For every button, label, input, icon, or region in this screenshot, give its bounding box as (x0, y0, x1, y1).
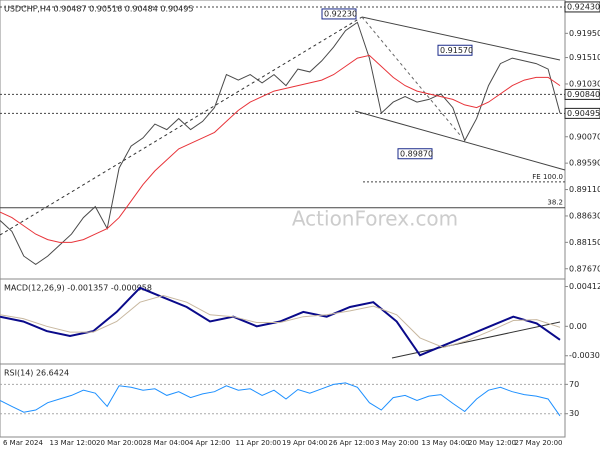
series-line (0, 54, 561, 243)
x-tick-label: 20 Mar 20:00 (96, 439, 143, 447)
x-tick-label: 28 Mar 04:00 (143, 439, 190, 447)
level-label: FE 100.0 (532, 173, 563, 181)
level-label: 0.92430 (567, 2, 600, 11)
level-label: 0.90840 (567, 90, 600, 99)
channel-line (354, 110, 566, 171)
y-tick-label: 0.89590 (569, 159, 600, 168)
frame (0, 0, 566, 438)
series-line (0, 21, 561, 266)
watermark: ActionForex.com (292, 207, 458, 231)
y-tick-label: 70 (569, 380, 579, 389)
series-line (0, 286, 561, 357)
y-tick-label: 0.89110 (569, 185, 600, 194)
annotation-label: 0.92230 (324, 9, 357, 18)
annotation-label: 0.89870 (400, 149, 433, 158)
y-tick-label: -0.003051 (569, 351, 600, 360)
y-tick-label: 0.91030 (569, 79, 600, 88)
x-tick-label: 6 Mar 2024 (3, 439, 43, 447)
trend-line (0, 16, 363, 236)
level-box (564, 1, 600, 13)
x-tick-label: 26 Apr 12:00 (329, 439, 375, 447)
series-line (0, 382, 561, 417)
level-label: 0.90495 (567, 109, 600, 118)
level-box (564, 107, 600, 119)
y-tick-label: 30 (569, 409, 579, 418)
x-tick-label: 13 Mar 12:00 (50, 439, 97, 447)
x-tick-label: 3 May 20:00 (375, 439, 419, 447)
x-tick-label: 13 May 04:00 (422, 439, 470, 447)
annotation-label: 0.91570 (440, 46, 473, 55)
channel-line (361, 16, 561, 61)
x-tick-label: 27 May 20:00 (515, 439, 563, 447)
annotation-box (397, 148, 433, 160)
y-tick-label: 0.00 (569, 322, 587, 331)
y-tick-label: 0.88630 (569, 211, 600, 220)
y-tick-label: 0.91510 (569, 53, 600, 62)
y-tick-label: 0.004127 (569, 282, 600, 291)
series-line (0, 294, 561, 349)
y-tick-label: 0.90070 (569, 132, 600, 141)
x-tick-label: 4 Apr 12:00 (189, 439, 230, 447)
panel-title: MACD(12,26,9) -0.001357 -0.000958 (4, 284, 152, 293)
x-tick-label: 11 Apr 20:00 (236, 439, 282, 447)
y-tick-label: 0.88150 (569, 238, 600, 247)
panel-title: USDCHF,H4 0.90487 0.90516 0.90484 0.9049… (4, 5, 193, 14)
panel-title: RSI(14) 26.6424 (4, 369, 69, 378)
y-tick-label: 0.87670 (569, 264, 600, 273)
x-tick-label: 20 May 12:00 (468, 439, 516, 447)
level-box (564, 88, 600, 100)
y-tick-label: 0.91950 (569, 29, 600, 38)
wave-line (361, 16, 461, 136)
level-label: 38.2 (547, 199, 563, 207)
annotation-box (321, 8, 357, 20)
macd-trend-line (391, 321, 561, 359)
annotation-box (437, 44, 473, 56)
x-tick-label: 19 Apr 04:00 (282, 439, 328, 447)
